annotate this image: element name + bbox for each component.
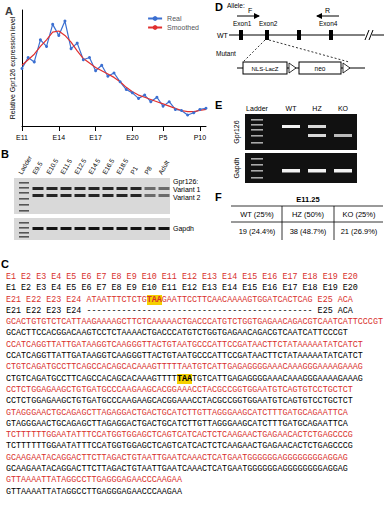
svg-text:P10: P10 [194,134,207,141]
svg-text:21 (26.9%): 21 (26.9%) [341,227,378,236]
svg-text:NLS-LacZ: NLS-LacZ [251,66,278,72]
svg-text:HZ (50%): HZ (50%) [292,210,325,219]
html-text:E1 E2 E3 E4 E5 E6 E7 E8 E9 E10: E1 E2 E3 E4 E5 E6 E7 E8 E9 E10 E11 E12 E… [6,272,358,282]
svg-text:Gpr126:: Gpr126: [173,178,198,186]
svg-text:Ladder: Ladder [246,105,268,112]
svg-text:Adult: Adult [157,159,171,175]
svg-text:F: F [215,191,222,203]
svg-text:19 (24.4%): 19 (24.4%) [239,227,276,236]
html-text:GCAAGAATACAGGACTTCTTAGACTGTAAT: GCAAGAATACAGGACTTCTTAGACTGTAATTGAATCAAAC… [6,464,348,474]
html-text:GTTAAAATTATAGGCCTTGAGGGAGAACCC: GTTAAAATTATAGGCCTTGAGGGAGAACCCAAGAA [6,486,182,497]
svg-text:P1: P1 [129,165,139,176]
svg-text:Ladder: Ladder [16,154,33,176]
svg-text:E10.5: E10.5 [45,157,60,176]
svg-text:F: F [248,7,252,14]
html-text:CCATCAGGTTATTGATAAGGTCAAGGGTTA: CCATCAGGTTATTGATAAGGTCAAGGGTTACTGTAATGCC… [6,351,363,362]
svg-text:E16.5: E16.5 [101,157,116,176]
svg-text:Relative Gpr126 expression lev: Relative Gpr126 expression level [9,16,17,119]
svg-text:E11.5: E11.5 [59,157,74,175]
svg-text:Exon1: Exon1 [233,20,252,27]
html-text:TCTTTTTTGGAATATTTCCATGGTGGAGCT: TCTTTTTTGGAATATTTCCATGGTGGAGCTCAGTCATCAC… [6,441,353,452]
svg-text:Real: Real [167,15,182,22]
svg-text:Mutant: Mutant [216,50,236,57]
svg-text:Allele:: Allele: [227,2,245,9]
html-text:CCATCAGGTTATTGATAAGGTCAAGGGTTA: CCATCAGGTTATTGATAAGGTCAAGGGTTACTGTAATGCC… [6,339,363,350]
svg-text:E11.25: E11.25 [296,195,319,204]
svg-text:WT: WT [286,105,298,112]
svg-text:KO (25%): KO (25%) [343,210,376,219]
svg-text:HZ: HZ [312,105,322,112]
svg-text:KO: KO [338,105,349,112]
svg-text:WT (25%): WT (25%) [240,210,274,219]
html-text:CCTCTGGAGAAGCTGTGATGCCCAAGAAGC: CCTCTGGAGAAGCTGTGATGCCCAAGAAGCACGGAAACCT… [6,385,353,395]
svg-text:WT: WT [217,32,229,39]
svg-text:Gapdh: Gapdh [173,225,194,233]
html-text:GCACTTCCACGGACAAGTCCTCTAAAACTG: GCACTTCCACGGACAAGTCCTCTAAAACTGACCCATGTCT… [6,328,348,339]
svg-text:E12.5: E12.5 [73,157,88,176]
svg-text:E11: E11 [16,134,28,141]
svg-text:Variant 1: Variant 1 [173,186,201,193]
html-text:C: C [1,258,9,270]
svg-text:38 (48.7%): 38 (48.7%) [290,227,327,236]
svg-text:Gpr126: Gpr126 [233,120,241,143]
svg-text:P5: P5 [159,134,168,141]
svg-text:E20: E20 [126,134,139,141]
svg-text:E17: E17 [89,134,102,141]
svg-text:E18.5: E18.5 [115,157,130,176]
html-text:CTGTCAGATGCCTTCAGCCACAGCACAAAG: CTGTCAGATGCCTTCAGCCACAGCACAAAGTTTTTAATGT… [6,362,363,373]
svg-text:Variant 2: Variant 2 [173,194,201,201]
html-text:E21 E22 E23 E24 ATAATTTCTCTG T: E21 E22 E23 E24 ATAATTTCTCTG TAA GAATTCC… [6,294,353,305]
svg-text:E14: E14 [53,134,66,141]
svg-text:Smoothed: Smoothed [167,24,199,31]
html-text:TCTTTTTTGGAATATTTCCATGGTGGAGCT: TCTTTTTTGGAATATTTCCATGGTGGAGCTCAGTCATCAC… [6,430,353,441]
html-text:GTAGGGAACTGCAGAGCTTAGAGGACTGAC: GTAGGGAACTGCAGAGCTTAGAGGACTGACTGCATCTTGT… [6,407,348,418]
html-text:E21 E22 E23 E24 --------------: E21 E22 E23 E24 ------------------------… [6,305,353,316]
svg-text:Exon2: Exon2 [259,20,278,27]
html-text:CTGTCAGATGCCTTCAGCCACAGCACAAAG: CTGTCAGATGCCTTCAGCCACAGCACAAAGTTTT TAA T… [6,373,363,384]
html-text:GCAAGAATACAGGACTTCTTAGACTGTAAT: GCAAGAATACAGGACTTCTTAGACTGTAATTGAATCAAAC… [6,452,348,463]
svg-text:B: B [1,148,9,160]
html-text:E1 E2 E3 E4 E5 E6 E7 E8 E9 E10: E1 E2 E3 E4 E5 E6 E7 E8 E9 E10 E11 E12 E… [6,283,358,294]
svg-text:D: D [215,1,223,13]
html-text:CCTCTGGAGAAGCTGTGATGCCCAAGAAGC: CCTCTGGAGAAGCTGTGATGCCCAAGAAGCACGGAAACCT… [6,396,353,407]
svg-text:R: R [325,7,330,14]
svg-text:Gapdh: Gapdh [233,157,241,178]
svg-text:E: E [215,99,222,111]
svg-text:E14.5: E14.5 [87,157,102,176]
html-text:GTAGGGAACTGCAGAGCTTAGAGGACTGAC: GTAGGGAACTGCAGAGCTTAGAGGACTGACTGCATCTTGT… [6,418,348,429]
svg-text:neo: neo [315,65,326,72]
svg-text:E9.5: E9.5 [31,160,44,175]
svg-text:P8: P8 [143,165,153,176]
svg-text:A: A [5,5,13,17]
svg-text:Exon4: Exon4 [319,20,338,27]
html-text:GTTAAAATTATAGGCCTTGAGGGAGAACCC: GTTAAAATTATAGGCCTTGAGGGAGAACCCAAGAA [6,475,182,486]
html-text:GCACTGTGTCTCATTAAGAAAAGCTTCTCA: GCACTGTGTCTCATTAAGAAAAGCTTCTCAAAAACTGACC… [6,317,383,328]
